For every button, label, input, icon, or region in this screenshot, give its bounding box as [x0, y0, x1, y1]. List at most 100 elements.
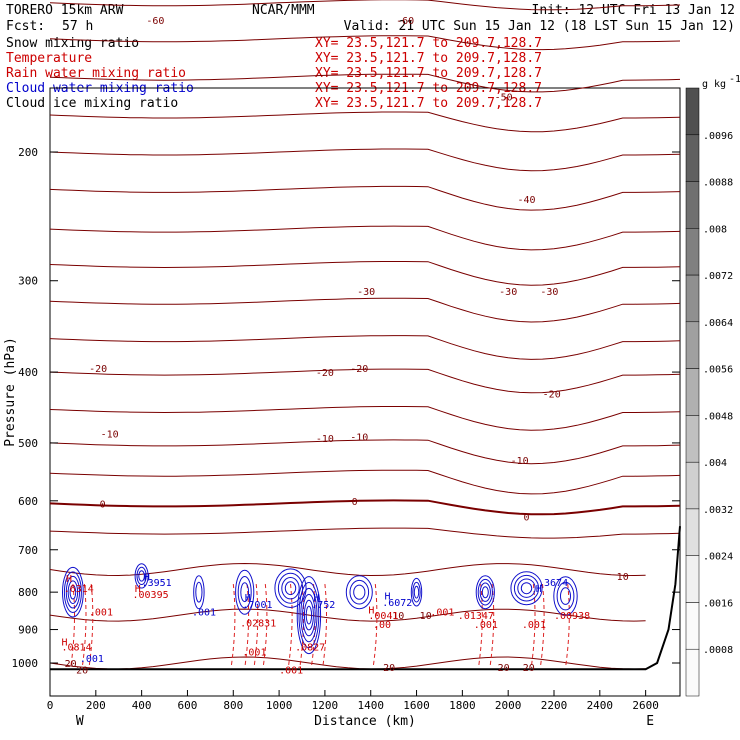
y-tick-label: 400 — [18, 366, 38, 379]
cloud-contour — [63, 571, 82, 614]
temp-contour — [49, 148, 681, 172]
field-xy: XY= 23.5,121.7 to 209.7,128.7 — [315, 96, 542, 111]
temp-contour — [49, 406, 681, 431]
temp-label: 0 — [100, 499, 106, 510]
mixing-ratio-label: .0827 — [295, 643, 325, 654]
temp-label: -30 — [357, 287, 375, 298]
cloud-contour — [410, 577, 423, 607]
plot-frame — [49, 87, 681, 697]
cloud-contour — [305, 605, 313, 625]
colorbar-tick-label: .004 — [703, 458, 727, 469]
mixing-ratio-label: H — [245, 593, 251, 604]
org-title: NCAR/MMM — [252, 3, 315, 18]
mixing-ratio-label: H — [62, 638, 68, 649]
mixing-ratio-label: .01347 — [458, 611, 494, 622]
colorbar-tick-label: .0072 — [703, 271, 733, 282]
temp-label: 10 — [617, 572, 629, 583]
mixing-ratio-label: H — [314, 593, 320, 604]
west-label: W — [76, 714, 84, 729]
y-axis-label: Pressure (hPa) — [3, 337, 18, 447]
temperature-contours — [49, 0, 681, 670]
mixing-ratio-label: .6072 — [382, 598, 412, 609]
temp-contour-20 — [49, 656, 646, 670]
cloud-contour — [67, 580, 79, 605]
temp-label: -40 — [517, 195, 535, 206]
colorbar: .0008 .0016 .0024 .0032 .004 .0048 .0056 .0064.… — [685, 74, 740, 697]
temp-label: -10 — [350, 433, 368, 444]
temp-label: -20 — [316, 368, 334, 379]
colorbar-segment — [685, 134, 700, 182]
temp-contour — [49, 469, 681, 495]
rain-contour — [288, 584, 293, 667]
rain-contour — [230, 584, 236, 667]
x-tick-label: 1000 — [266, 699, 293, 712]
x-tick-label: 1400 — [357, 699, 384, 712]
colorbar-tick-label: .0064 — [703, 318, 733, 329]
colorbar-segment — [685, 461, 700, 510]
cloud-contour — [412, 581, 421, 603]
colorbar-tick-label: .0096 — [703, 131, 733, 142]
cloud-contour — [481, 586, 489, 599]
cloud-contour — [303, 599, 314, 631]
rain-contour — [81, 584, 87, 667]
rain-contour — [88, 584, 94, 667]
mixing-ratio-label: .00938 — [554, 611, 590, 622]
temp-contour-10 — [49, 608, 646, 622]
mixing-ratio-label: H — [536, 584, 542, 595]
colorbar-segment — [685, 228, 700, 276]
colorbar-tick-label: .0088 — [703, 178, 733, 189]
colorbar-segment — [685, 321, 700, 369]
cloud-contour — [302, 593, 316, 637]
axes: 2003004005006007008009001000100020040060… — [3, 146, 680, 729]
colorbar-tick-label: .0008 — [703, 645, 733, 656]
cloud-contour — [553, 576, 578, 616]
mixing-ratio-label: .752 — [311, 600, 335, 611]
y-tick-label: 500 — [18, 437, 38, 450]
cloud-contour — [298, 582, 320, 649]
x-tick-label: 2400 — [587, 699, 614, 712]
cloud-contour — [477, 578, 493, 606]
field-xy: XY= 23.5,121.7 to 209.7,128.7 — [315, 66, 542, 81]
y-tick-label: 1000 — [12, 657, 39, 670]
colorbar-tick-label: .0056 — [703, 365, 733, 376]
cloud-contour — [240, 582, 250, 603]
x-tick-label: 2200 — [541, 699, 568, 712]
temp-contour — [49, 335, 681, 360]
temp-contour — [49, 73, 681, 93]
temp-label: -60 — [396, 16, 414, 27]
temp-label: 10 — [420, 611, 432, 622]
cloud-contour — [69, 584, 77, 600]
contour-labels: -60-60-60-50-40-30-30-30-20-20-20-20-10-… — [62, 16, 629, 676]
cloud-contour — [556, 581, 575, 611]
temp-label: 0 — [352, 497, 358, 508]
rain-contour — [372, 584, 378, 667]
fcst-value: 57 h — [62, 19, 93, 34]
temp-contour — [49, 499, 681, 516]
cloud-contour — [517, 578, 536, 598]
temp-label: 20 — [76, 665, 88, 676]
mixing-ratio-label: H — [144, 573, 150, 584]
mixing-ratio-label: .001 — [522, 620, 546, 631]
cloud-contour — [475, 575, 495, 610]
mixing-ratio-label: .0814 — [62, 643, 92, 654]
field-name: Temperature — [6, 51, 92, 66]
temp-contour — [49, 527, 681, 539]
temp-label: -10 — [316, 434, 334, 445]
cloud-contour — [62, 566, 84, 618]
mixing-ratio-label: .001 — [89, 607, 113, 618]
cloud-contour — [513, 574, 540, 602]
rain-contour — [311, 584, 316, 667]
colorbar-segment — [685, 274, 700, 323]
cloud-contour — [413, 585, 420, 599]
field-legend: Snow mixing ratio XY= 23.5,121.7 to 209.7… — [6, 36, 542, 111]
cloud-contour — [235, 569, 255, 615]
mixing-ratio-label: .001 — [279, 665, 303, 676]
temp-label: 20 — [65, 659, 77, 670]
colorbar-unit: g kg — [702, 79, 726, 90]
cloud-contour — [353, 584, 366, 600]
x-axis-label: Distance (km) — [314, 714, 416, 729]
temp-label: -20 — [543, 390, 561, 401]
x-tick-label: 600 — [178, 699, 198, 712]
cloud-contour — [296, 576, 322, 655]
field-name: Cloud ice mixing ratio — [6, 96, 178, 111]
